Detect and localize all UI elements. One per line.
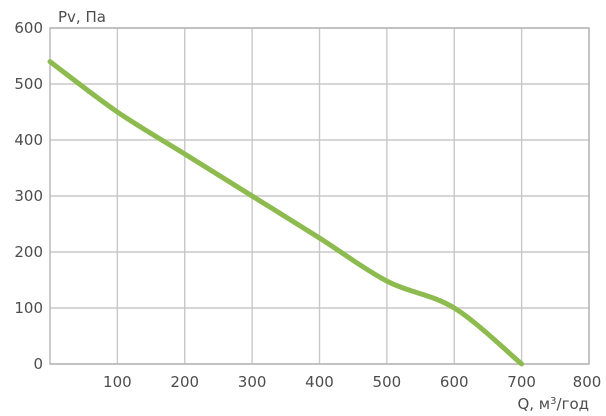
x-tick-label-300: 300 — [238, 373, 267, 391]
x-tick-label-600: 600 — [440, 373, 469, 391]
x-axis-title-superscript: 3 — [550, 396, 556, 407]
x-tick-label-200: 200 — [170, 373, 199, 391]
y-tick-label-300: 300 — [14, 187, 43, 205]
x-tick-label-100: 100 — [103, 373, 132, 391]
x-tick-label-700: 700 — [507, 373, 536, 391]
series-group — [47, 59, 525, 367]
y-tick-label-100: 100 — [14, 299, 43, 317]
y-tick-label-0: 0 — [33, 355, 43, 373]
y-tick-label-200: 200 — [14, 243, 43, 261]
x-tick-label-800: 800 — [573, 373, 602, 391]
x-tick-labels: 100 200 300 400 500 600 700 800 — [103, 373, 601, 391]
y-tick-labels: 0 100 200 300 400 500 600 — [14, 19, 43, 373]
y-tick-label-500: 500 — [14, 75, 43, 93]
x-axis-title-main: Q, м — [517, 395, 550, 413]
series-line-0 — [47, 59, 525, 367]
y-tick-label-400: 400 — [14, 131, 43, 149]
plot-frame — [49, 27, 590, 365]
grid — [50, 27, 590, 365]
y-axis-title: Pv, Па — [58, 8, 106, 26]
x-axis-title: Q, м3/год — [517, 395, 589, 413]
x-tick-label-400: 400 — [305, 373, 334, 391]
x-axis-title-suffix: /год — [557, 395, 589, 413]
x-tick-label-500: 500 — [373, 373, 402, 391]
y-tick-label-600: 600 — [14, 19, 43, 37]
